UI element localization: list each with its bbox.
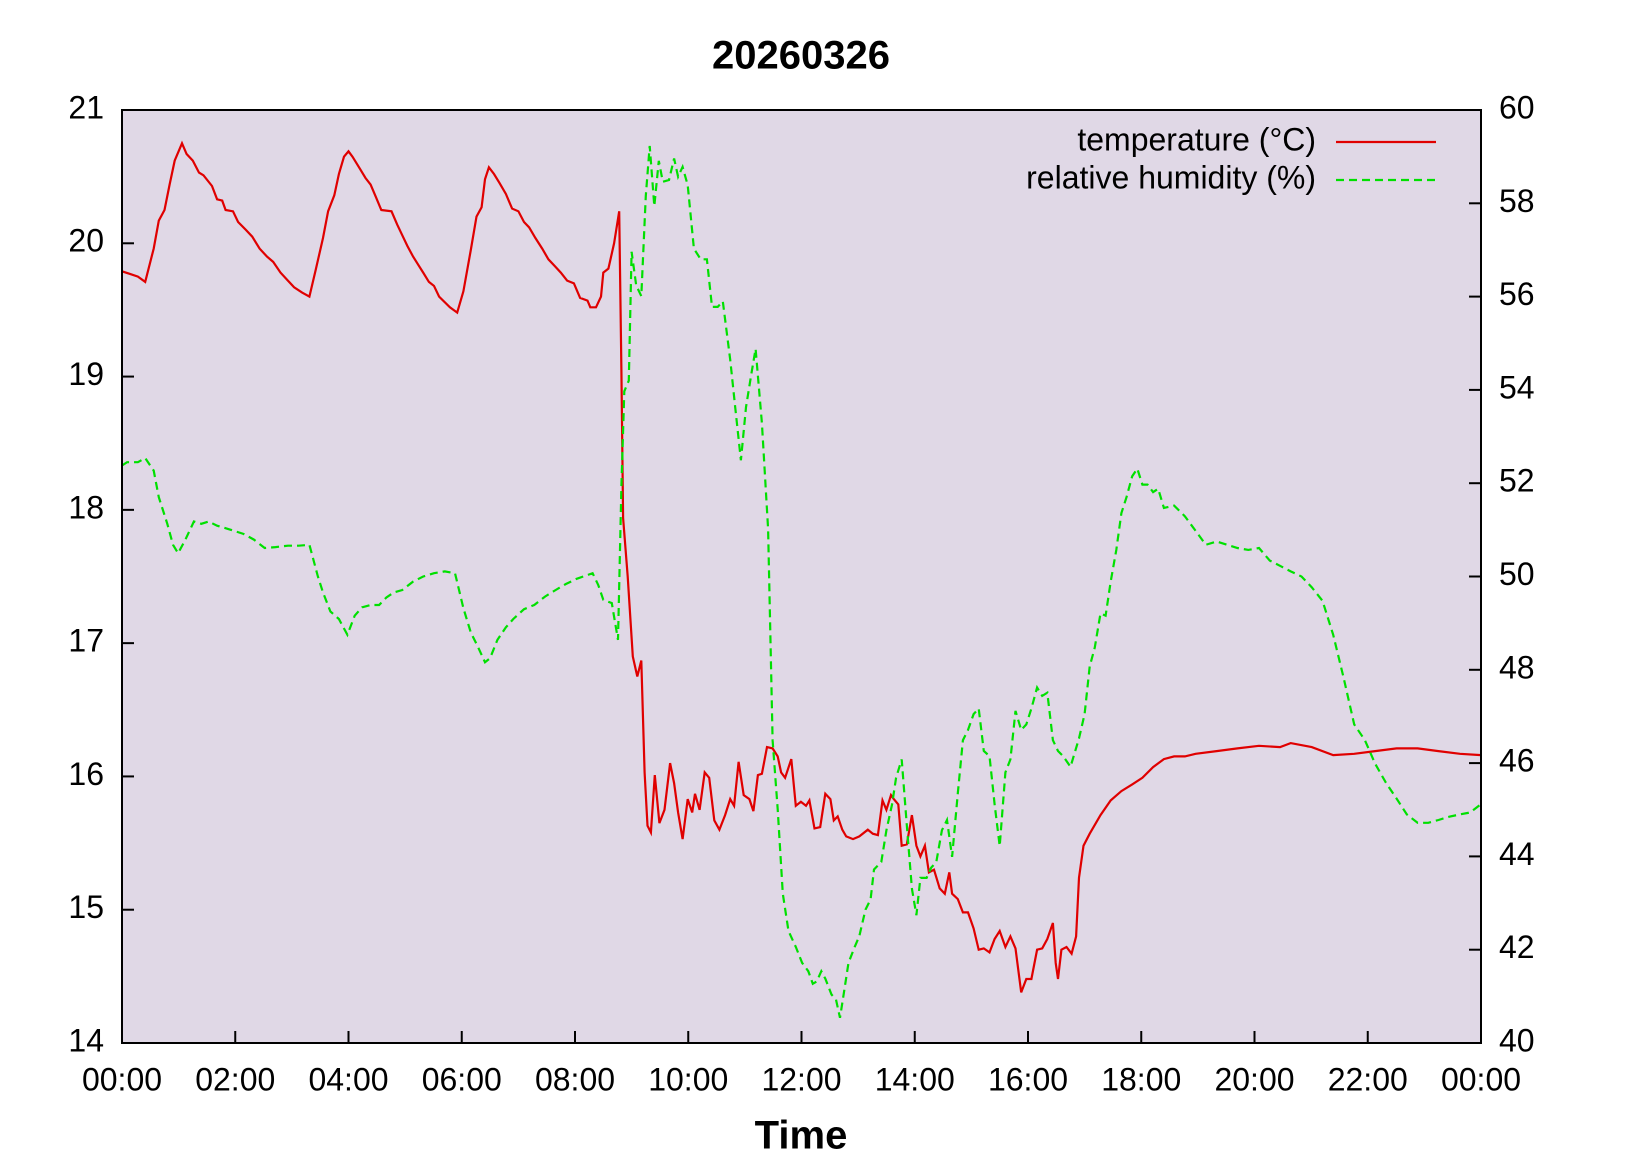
x-tick-label: 18:00 bbox=[1101, 1061, 1181, 1097]
x-tick-label: 10:00 bbox=[648, 1061, 728, 1097]
y-tick-label: 19 bbox=[68, 356, 104, 392]
y-tick-label: 21 bbox=[68, 89, 104, 125]
data-line bbox=[121, 145, 1482, 1019]
plot-area bbox=[122, 110, 1481, 1043]
y-tick-label: 15 bbox=[68, 889, 104, 925]
x-tick-label: 02:00 bbox=[195, 1061, 275, 1097]
y2-tick-label: 52 bbox=[1499, 463, 1535, 499]
legend-label: relative humidity (%) bbox=[1026, 159, 1316, 195]
plot-frame bbox=[121, 109, 1482, 1044]
y2-tick-label: 54 bbox=[1499, 369, 1535, 405]
y2-tick-label: 60 bbox=[1499, 89, 1535, 125]
x-tick-label: 00:00 bbox=[1441, 1061, 1521, 1097]
legend-label: temperature (°C) bbox=[1077, 121, 1316, 157]
x-tick-label: 16:00 bbox=[988, 1061, 1068, 1097]
y2-tick-label: 42 bbox=[1499, 929, 1535, 965]
x-tick-label: 08:00 bbox=[535, 1061, 615, 1097]
x-tick-label: 06:00 bbox=[422, 1061, 502, 1097]
y-tick-label: 18 bbox=[68, 489, 104, 525]
y-tick-label: 14 bbox=[68, 1022, 104, 1058]
y2-tick-label: 56 bbox=[1499, 276, 1535, 312]
y2-tick-label: 46 bbox=[1499, 743, 1535, 779]
y2-tick-label: 40 bbox=[1499, 1022, 1535, 1058]
x-tick-label: 04:00 bbox=[308, 1061, 388, 1097]
y2-tick-label: 58 bbox=[1499, 183, 1535, 219]
y2-tick-label: 50 bbox=[1499, 556, 1535, 592]
y-tick-label: 20 bbox=[68, 223, 104, 259]
y-tick-label: 16 bbox=[68, 756, 104, 792]
x-tick-label: 12:00 bbox=[761, 1061, 841, 1097]
x-tick-label: 00:00 bbox=[82, 1061, 162, 1097]
chart-title: 20260326 bbox=[712, 34, 890, 78]
x-tick-label: 22:00 bbox=[1328, 1061, 1408, 1097]
x-tick-label: 20:00 bbox=[1214, 1061, 1294, 1097]
y2-tick-label: 48 bbox=[1499, 649, 1535, 685]
x-tick-label: 14:00 bbox=[875, 1061, 955, 1097]
data-line bbox=[121, 140, 1482, 993]
y2-tick-label: 44 bbox=[1499, 836, 1535, 872]
x-axis-label: Time bbox=[755, 1114, 848, 1155]
y-tick-label: 17 bbox=[68, 623, 104, 659]
